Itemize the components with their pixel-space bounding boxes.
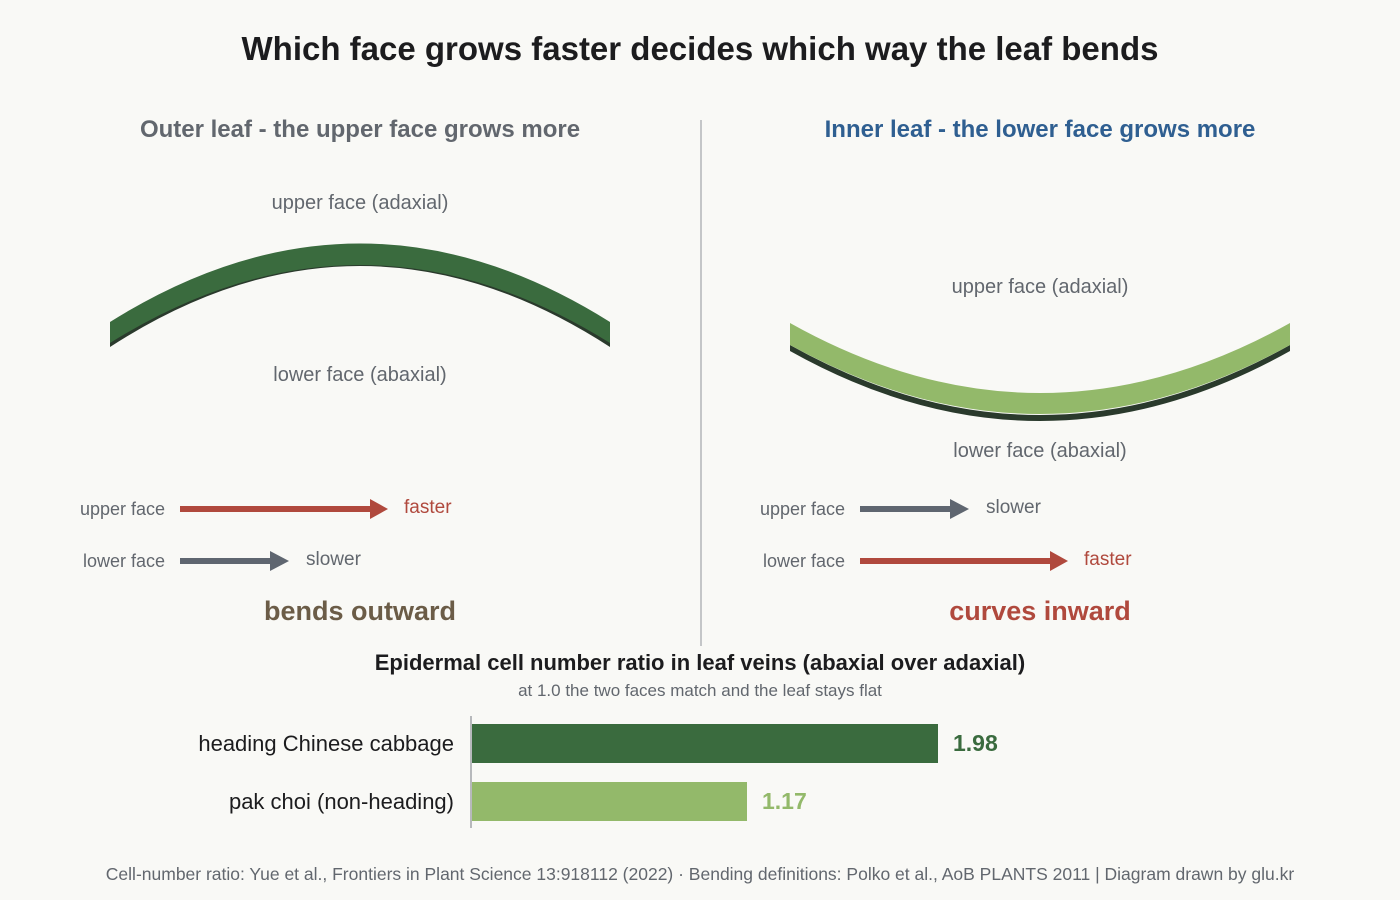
bar-heading-chinese-cabbage [472,724,938,763]
bar-value-label: 1.98 [953,730,998,756]
outer-lower-face-label: lower face (abaxial) [273,364,447,386]
chart-title: Epidermal cell number ratio in leaf vein… [374,650,1026,675]
bar-value-label: 1.17 [762,788,807,814]
outer-leaf-shape [110,243,610,347]
inner-lower-face-label: lower face (abaxial) [953,440,1127,462]
outer-upper-face-label: upper face (adaxial) [271,192,449,214]
diagram-title: Which face grows faster decides which wa… [241,30,1159,67]
chart-subtitle: at 1.0 the two faces match and the leaf … [518,681,882,700]
bar-category-label: pak choi (non-heading) [228,789,454,814]
inner-row-lower-word: faster [1084,549,1132,570]
bar-pak-choi [472,782,747,821]
panel-divider [700,120,702,646]
inner-row-upper-label: upper face [759,499,845,519]
inner-row-lower-label: lower face [762,551,845,571]
inner-upper-slower-arrow [860,499,969,519]
outer-row-lower-word: slower [306,549,361,570]
source-footer: Cell-number ratio: Yue et al., Frontiers… [105,864,1295,884]
bar-category-label: heading Chinese cabbage [198,731,454,756]
inner-leaf-shape [790,323,1290,421]
outer-row-upper-label: upper face [79,499,165,519]
inner-panel-title: Inner leaf - the lower face grows more [824,116,1256,143]
inner-lower-faster-arrow [860,551,1068,571]
outer-panel-title: Outer leaf - the upper face grows more [139,116,581,143]
outer-row-lower-label: lower face [82,551,165,571]
outer-leaf-body [110,243,610,343]
outer-row-upper-word: faster [404,497,452,518]
inner-upper-face-label: upper face (adaxial) [951,276,1129,298]
outer-lower-slower-arrow [180,551,289,571]
outer-upper-faster-arrow [180,499,388,519]
inner-leaf-body [790,323,1290,414]
outer-verdict: bends outward [263,596,456,626]
chart-axis-line [470,716,472,828]
inner-verdict: curves inward [949,596,1131,626]
inner-row-upper-word: slower [986,497,1041,518]
